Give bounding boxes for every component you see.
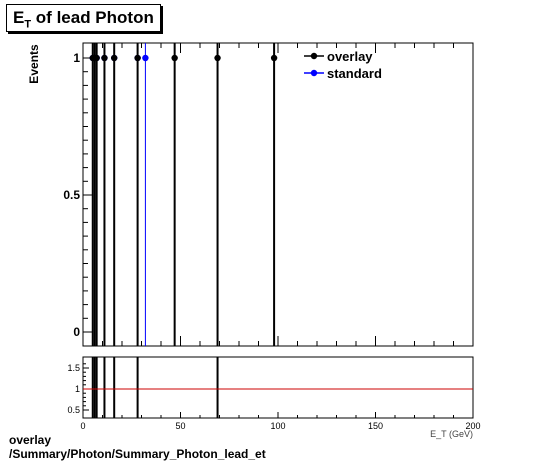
y-tick-label: 1 xyxy=(73,51,80,65)
main-marks xyxy=(89,43,278,346)
data-point-overlay xyxy=(111,54,118,62)
legend-label-overlay: overlay xyxy=(327,49,373,64)
data-point-overlay xyxy=(171,54,178,62)
main-axes: 00.51 xyxy=(63,43,474,346)
ratio-axes: 0 50 100 150 200 0.5 1 1.5 xyxy=(67,363,480,431)
data-point-overlay xyxy=(214,54,221,62)
legend-marker-standard xyxy=(310,69,318,77)
data-point-overlay xyxy=(134,54,141,62)
legend-marker-overlay xyxy=(310,52,318,60)
title-e: E xyxy=(13,8,25,27)
x-tick-label: 50 xyxy=(175,421,185,431)
main-plot-frame xyxy=(82,42,474,347)
data-point-overlay xyxy=(270,54,278,62)
title-rest: of lead Photon xyxy=(31,8,154,27)
y-axis-label: Events xyxy=(27,44,41,84)
footer-histogram-path: /Summary/Photon/Summary_Photon_lead_et xyxy=(9,447,266,461)
footer-sample-name: overlay xyxy=(9,433,52,447)
y-tick-label: 0 xyxy=(73,325,80,339)
data-point-overlay xyxy=(101,54,108,62)
x-tick-label: 0 xyxy=(80,421,85,431)
legend-label-standard: standard xyxy=(327,66,382,81)
title-subscript: T xyxy=(24,18,32,31)
x-tick-label: 200 xyxy=(465,421,480,431)
y-tick-label: 0.5 xyxy=(63,188,80,202)
ratio-y-tick-label: 1 xyxy=(75,384,80,394)
x-axis-label: E_T (GeV) xyxy=(430,429,473,439)
chart-title: ET of lead Photon xyxy=(6,4,161,32)
x-tick-label: 100 xyxy=(270,421,285,431)
ratio-plot-frame xyxy=(82,356,474,419)
data-point-standard xyxy=(142,54,149,62)
data-point-overlay xyxy=(93,54,100,62)
ratio-marks xyxy=(83,357,473,418)
ratio-y-tick-label: 1.5 xyxy=(67,363,80,373)
x-tick-label: 150 xyxy=(368,421,383,431)
ratio-y-tick-label: 0.5 xyxy=(67,405,80,415)
legend: overlay standard xyxy=(304,49,382,81)
